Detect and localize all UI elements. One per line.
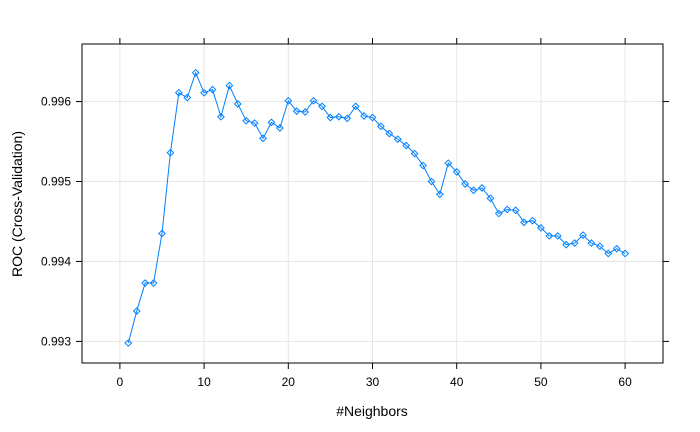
data-point [208,85,217,94]
data-point [242,116,251,125]
x-axis-title: #Neighbors [336,403,408,419]
data-point [621,249,630,258]
data-point [595,242,604,251]
y-axis-title: ROC (Cross-Validation) [9,131,25,277]
data-point [158,229,166,238]
data-point [259,134,267,143]
data-point [225,81,234,90]
data-point [402,141,411,150]
data-point [410,149,419,158]
data-point [461,180,470,188]
grid-lines [82,44,663,363]
data-point [612,244,621,253]
data-point [217,112,225,121]
data-point [149,279,158,287]
data-point [545,231,554,240]
x-tick-label: 50 [534,375,548,389]
series-layer [124,68,630,347]
data-point [141,279,150,287]
data-point [435,190,444,199]
data-point [132,307,141,315]
data-point [503,205,512,214]
data-point [334,112,343,121]
data-point [570,239,579,247]
data-point [579,231,587,239]
data-point [284,96,293,105]
data-point [318,102,326,111]
y-tick-label: 0.994 [41,254,71,268]
x-tick-label: 0 [117,375,124,389]
data-point [200,88,209,97]
x-tick-label: 10 [197,375,211,389]
data-point [124,339,133,347]
data-point [191,68,200,77]
y-tick-label: 0.993 [41,334,71,348]
data-point [360,112,368,120]
x-tick-label: 30 [366,375,380,389]
data-point [377,122,385,131]
data-point [343,114,352,123]
data-point [587,239,596,247]
data-point [292,107,301,116]
x-tick-label: 60 [618,375,632,389]
data-point [511,206,520,215]
data-point [385,129,394,138]
data-point [444,159,453,168]
data-point [419,161,427,170]
data-point [166,148,175,157]
data-point [250,119,259,128]
data-point [309,96,318,105]
data-point [174,88,183,97]
y-tick-label: 0.995 [41,175,71,189]
data-point [478,184,486,192]
data-point [183,93,192,102]
data-point [326,113,335,122]
data-point [469,186,478,195]
series-line [127,71,626,344]
axis-ticks: 0 10 20 30 40 50 60 0.993 0.994 0.995 0.996 [41,38,669,389]
x-tick-label: 40 [450,375,464,389]
data-point [494,209,503,218]
x-tick-label: 20 [282,375,296,389]
data-point [351,102,360,111]
data-point [562,240,571,249]
data-point [368,113,377,122]
data-point [427,177,436,186]
data-point [520,218,528,227]
data-point [233,100,242,108]
data-point [267,118,276,127]
data-point [604,249,613,258]
data-point [486,194,495,203]
data-point [536,223,545,232]
data-point [452,168,461,176]
data-point [553,231,562,240]
data-point [275,124,284,132]
y-tick-label: 0.996 [41,95,71,109]
data-point [301,108,310,116]
data-point [393,135,402,144]
data-point [528,216,537,225]
